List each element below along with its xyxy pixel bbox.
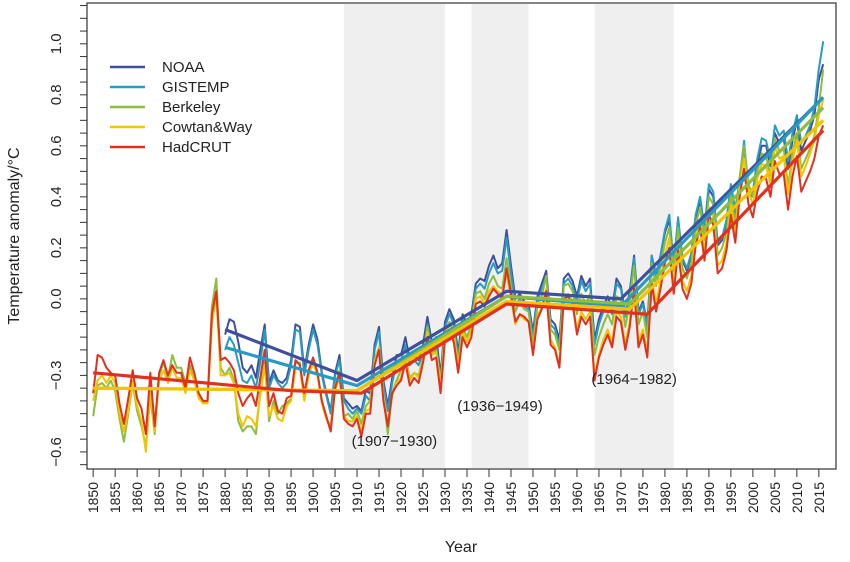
y-axis: −0.6 −0.3 0.0 0.2 0.4 0.6 0.8 1.0 [48, 5, 87, 467]
x-tick-label: 1915 [371, 482, 387, 513]
x-tick-label: 1980 [657, 482, 673, 513]
legend-label: GISTEMP [162, 79, 230, 96]
x-tick-label: 2015 [811, 482, 827, 513]
x-tick-label: 1875 [195, 482, 211, 513]
legend-label: Cowtan&Way [162, 119, 253, 136]
x-tick-label: 1880 [217, 482, 233, 513]
y-tick-label: 0.0 [48, 288, 65, 309]
x-tick-label: 1910 [349, 482, 365, 513]
x-tick-label: 1920 [393, 482, 409, 513]
legend: NOAA GISTEMP Berkeley Cowtan&Way HadCRUT [110, 59, 253, 156]
x-axis-label: Year [445, 539, 478, 556]
x-tick-label: 2000 [745, 482, 761, 513]
x-tick-label: 1865 [151, 482, 167, 513]
x-tick-label: 1940 [481, 482, 497, 513]
period-label: (1907−1930) [352, 433, 438, 450]
shaded-periods [343, 4, 674, 468]
shaded-period [471, 4, 529, 468]
x-tick-label: 1975 [635, 482, 651, 513]
y-tick-label: 1.0 [48, 33, 65, 54]
x-tick-label: 1955 [547, 482, 563, 513]
y-tick-label: −0.3 [48, 361, 65, 391]
trend-lines [93, 96, 825, 395]
period-label: (1936−1949) [457, 398, 543, 415]
x-tick-label: 1990 [701, 482, 717, 513]
legend-label: HadCRUT [162, 139, 231, 156]
trend-line-noaa [224, 96, 825, 383]
legend-label: Berkeley [162, 99, 221, 116]
x-tick-label: 1885 [239, 482, 255, 513]
x-tick-label: 1995 [723, 482, 739, 513]
x-tick-label: 2010 [789, 482, 805, 513]
x-tick-label: 1930 [437, 482, 453, 513]
period-labels: (1907−1930) (1936−1949) (1964−1982) [352, 371, 677, 450]
trend-line-hadcrut [93, 129, 825, 395]
y-tick-label: 0.4 [48, 186, 65, 207]
x-tick-label: 1960 [569, 482, 585, 513]
x-tick-label: 1860 [129, 482, 145, 513]
y-tick-label: 0.6 [48, 135, 65, 156]
y-tick-label: 0.2 [48, 237, 65, 258]
x-tick-label: 1905 [327, 482, 343, 513]
x-tick-label: 1925 [415, 482, 431, 513]
x-axis: 1850 1855 1860 1865 1870 1875 1880 1885 1890 1895… [85, 469, 827, 513]
x-tick-label: 1900 [305, 482, 321, 513]
x-tick-label: 1965 [591, 482, 607, 513]
shaded-period [594, 4, 674, 468]
x-tick-label: 1985 [679, 482, 695, 513]
legend-label: NOAA [162, 59, 205, 76]
shaded-period [343, 4, 446, 468]
plot-frame [86, 2, 837, 470]
y-tick-label: 0.8 [48, 84, 65, 105]
x-tick-label: 1850 [85, 482, 101, 513]
x-tick-label: 1970 [613, 482, 629, 513]
x-tick-label: 1945 [503, 482, 519, 513]
x-tick-label: 1895 [283, 482, 299, 513]
x-tick-label: 1950 [525, 482, 541, 513]
y-tick-label: −0.6 [48, 437, 65, 467]
x-tick-label: 1890 [261, 482, 277, 513]
x-tick-label: 1935 [459, 482, 475, 513]
x-tick-label: 1870 [173, 482, 189, 513]
x-tick-label: 2005 [767, 482, 783, 513]
period-label: (1964−1982) [591, 371, 677, 388]
y-axis-label: Temperature anomaly/°C [6, 147, 23, 324]
x-tick-label: 1855 [107, 482, 123, 513]
